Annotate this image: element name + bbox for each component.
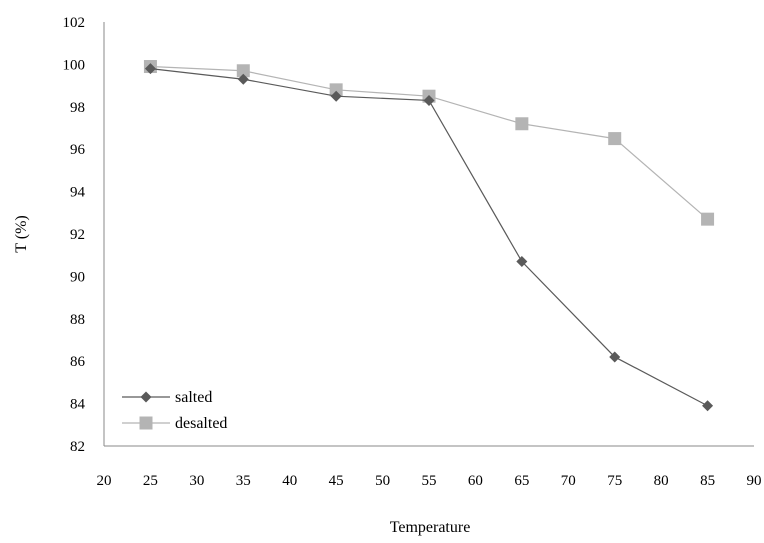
data-point-desalted — [236, 64, 250, 78]
y-tick-label: 98 — [70, 100, 85, 116]
x-tick-label: 20 — [97, 473, 112, 489]
legend-label: salted — [175, 389, 212, 406]
axes — [103, 22, 754, 447]
y-tick-label: 102 — [63, 15, 86, 31]
series — [143, 60, 715, 412]
x-tick-label: 55 — [422, 473, 437, 489]
x-tick-label: 90 — [747, 473, 762, 489]
data-point-salted — [423, 94, 435, 106]
series-line-salted — [150, 68, 708, 407]
legend: salted desalted — [122, 389, 227, 432]
data-point-salted — [330, 90, 342, 102]
data-point-salted — [609, 351, 621, 363]
x-tick-label: 30 — [189, 473, 204, 489]
y-tick-label: 90 — [70, 269, 85, 285]
data-point-desalted — [329, 83, 343, 97]
x-axis-title: Temperature — [390, 519, 471, 536]
x-tick-label: 80 — [654, 473, 669, 489]
y-tick-label: 100 — [63, 57, 86, 73]
y-tick-label: 92 — [70, 227, 85, 243]
legend-item-salted: salted — [122, 389, 212, 406]
data-point-desalted — [515, 117, 529, 131]
x-tick-label: 70 — [561, 473, 576, 489]
ticks: 20 25 30 35 40 45 50 55 60 65 70 75 80 85 90 82 84 86 88 90… — [63, 15, 762, 489]
y-tick-label: 84 — [70, 397, 86, 413]
y-tick-label: 88 — [70, 312, 85, 328]
x-tick-label: 85 — [700, 473, 715, 489]
x-tick-label: 50 — [375, 473, 390, 489]
legend-item-desalted: desalted — [122, 415, 227, 432]
y-tick-label: 86 — [70, 354, 86, 370]
x-tick-label: 60 — [468, 473, 483, 489]
data-point-salted — [144, 63, 156, 75]
series-salted — [144, 63, 714, 412]
x-tick-label: 75 — [607, 473, 622, 489]
y-axis-title: T (%) — [13, 215, 30, 252]
data-point-desalted — [701, 212, 715, 226]
data-point-salted — [516, 256, 528, 268]
x-tick-label: 65 — [514, 473, 529, 489]
x-tick-label: 45 — [329, 473, 344, 489]
y-tick-label: 94 — [70, 185, 86, 201]
y-tick-label: 96 — [70, 142, 86, 158]
data-point-salted — [237, 73, 249, 85]
x-tick-label: 40 — [282, 473, 297, 489]
legend-label: desalted — [175, 415, 227, 432]
x-tick-label: 35 — [236, 473, 251, 489]
x-tick-label: 25 — [143, 473, 158, 489]
data-point-salted — [702, 400, 714, 412]
series-desalted — [143, 60, 715, 226]
y-tick-label: 82 — [70, 439, 85, 455]
series-line-desalted — [150, 65, 708, 220]
data-point-desalted — [608, 132, 622, 146]
legend-marker-desalted — [139, 416, 153, 430]
legend-marker-salted — [140, 391, 152, 403]
